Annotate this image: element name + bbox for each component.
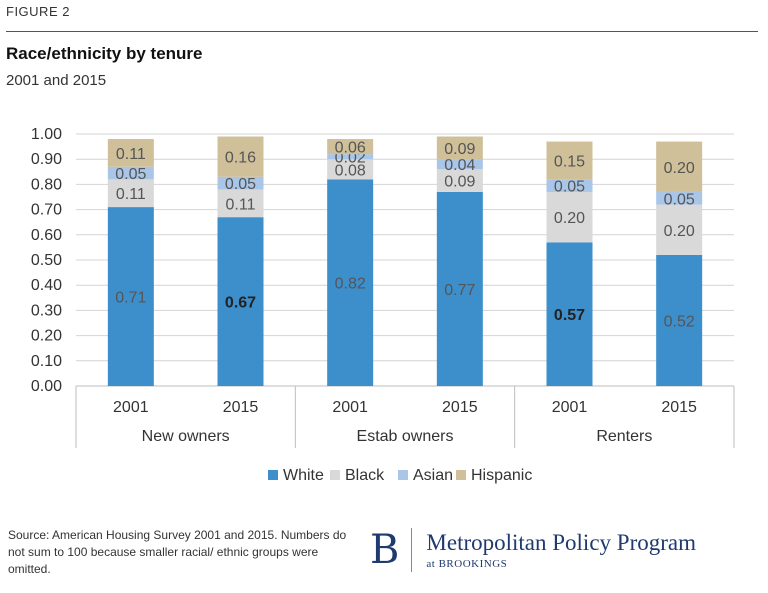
logo-divider [411,528,413,572]
x-tick-label: 2001 [552,399,588,416]
legend-label: White [283,467,324,484]
data-label: 0.11 [226,196,256,213]
data-label: 0.77 [444,282,475,299]
bar-white [217,217,264,386]
source-note: Source: American Housing Survey 2001 and… [8,528,347,576]
data-label: 0.52 [664,313,695,330]
group-label: New owners [142,428,230,445]
data-label: 0.05 [115,166,146,183]
data-label: 0.09 [444,141,475,158]
bar-asian [327,154,374,160]
data-label: 0.05 [664,191,695,208]
data-label: 0.06 [335,140,366,157]
data-label: 0.82 [335,276,366,293]
data-label: 0.09 [444,174,475,191]
x-tick-label: 2015 [442,399,478,416]
bar-white [327,179,374,386]
group-label: Estab owners [357,428,454,445]
chart-subtitle: 2001 and 2015 [6,72,107,89]
y-tick-label: 0.50 [31,252,62,269]
bar-asian [546,179,593,192]
legend-label: Black [345,467,385,484]
data-label: 0.16 [225,150,256,167]
y-tick-label: 0.20 [31,328,62,345]
data-label: 0.20 [664,160,695,177]
y-tick-label: 1.00 [31,126,62,143]
bar-hispanic [546,141,593,180]
y-tick-label: 0.00 [31,378,62,395]
legend-swatch [398,470,408,480]
legend-swatch [268,470,278,480]
bar-asian [107,166,154,180]
x-tick-label: 2001 [113,399,149,416]
bar-asian [217,176,264,190]
data-label: 0.15 [554,153,585,170]
bar-white [436,191,483,386]
bar-hispanic [436,136,483,160]
y-tick-label: 0.70 [31,202,62,219]
chart-title: Race/ethnicity by tenure [6,44,203,63]
data-label: 0.04 [444,157,475,174]
bar-black [546,191,593,243]
data-label: 0.67 [225,295,256,312]
stacked-bar-chart: 0.00 0.10 0.20 0.30 0.40 0.50 0.60 0.70 0.80 0.90… [31,126,735,484]
bar-white [107,207,154,386]
x-tick-label: 2015 [661,399,697,416]
bar-hispanic [107,139,154,167]
data-label: 0.20 [554,210,585,227]
y-tick-label: 0.90 [31,151,62,168]
figure-label: FIGURE 2 [6,4,70,19]
logo-text: Metropolitan Policy Program at BROOKINGS [426,530,696,570]
bar-hispanic [656,141,703,192]
data-label: 0.05 [554,179,585,196]
bar-black [217,189,264,218]
bar-asian [436,159,483,170]
bar-white [656,254,703,386]
data-label: 0.08 [335,162,366,179]
legend-label: Hispanic [471,467,532,484]
y-tick-label: 0.80 [31,176,62,193]
data-label: 0.57 [554,307,585,324]
x-tick-label: 2001 [332,399,368,416]
title-rule [6,31,758,32]
group-label: Renters [596,428,652,445]
data-label: 0.20 [664,223,695,240]
bar-hispanic [217,136,264,177]
legend-swatch [330,470,340,480]
bar-hispanic [327,139,374,155]
x-tick-label: 2015 [223,399,259,416]
legend-label: Asian [413,467,453,484]
logo-letter: B [370,527,400,573]
logo-sub: at BROOKINGS [426,558,508,570]
bar-black [436,169,483,192]
bar-black [327,159,374,180]
brookings-logo: B Metropolitan Policy Program at BROOKIN… [370,528,696,572]
data-label: 0.71 [115,290,146,307]
bar-black [107,179,154,208]
bar-asian [656,191,703,205]
data-label: 0.05 [225,176,256,193]
bar-white [546,242,593,386]
legend-swatch [456,470,466,480]
y-tick-label: 0.60 [31,227,62,244]
data-label: 0.11 [116,146,146,163]
y-tick-label: 0.10 [31,353,62,370]
y-tick-label: 0.40 [31,277,62,294]
logo-name: Metropolitan Policy Program [426,530,696,555]
data-label: 0.11 [116,186,146,203]
bar-black [656,204,703,255]
y-tick-label: 0.30 [31,302,62,319]
